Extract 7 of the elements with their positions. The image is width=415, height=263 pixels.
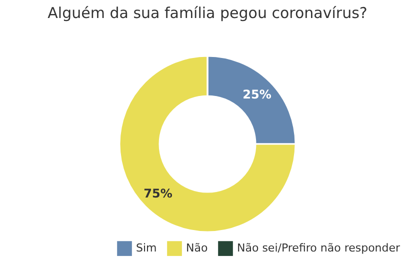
legend-label: Sim — [136, 242, 157, 255]
legend-label: Não — [186, 242, 208, 255]
chart-title: Alguém da sua família pegou coronavírus? — [48, 4, 368, 22]
data-label: 75% — [144, 186, 172, 200]
donut-slice — [118, 55, 296, 233]
data-label: 25% — [242, 88, 272, 102]
legend-label: Não sei/Prefiro não responder — [237, 242, 401, 255]
